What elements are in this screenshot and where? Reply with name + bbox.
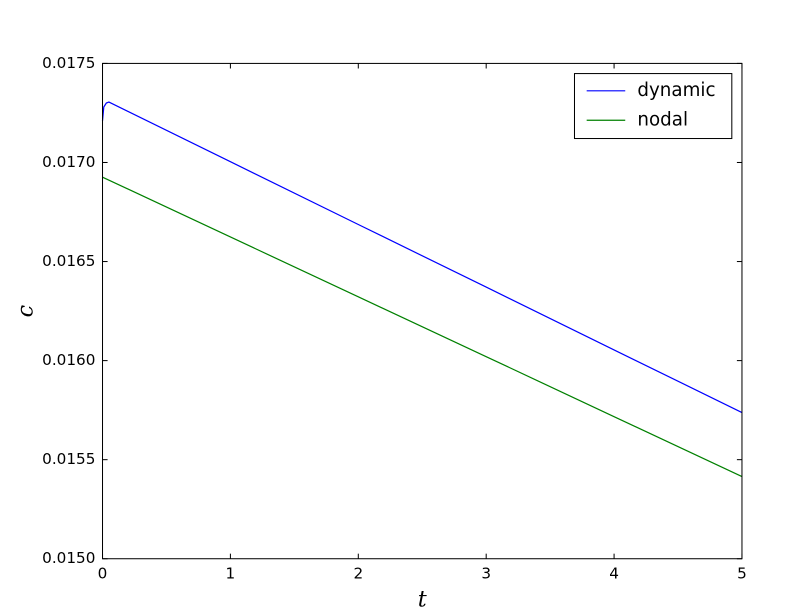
legend-box: [573, 73, 733, 140]
x-tick-label: 0: [98, 564, 108, 582]
y-tick-label: 0.0170: [42, 153, 95, 171]
legend-label: nodal: [637, 109, 688, 130]
x-axis-label: t: [418, 586, 427, 612]
x-tick-label: 4: [609, 564, 619, 582]
y-axis-label: c: [12, 304, 38, 317]
legend-label: dynamic: [637, 80, 715, 101]
x-tick-label: 1: [226, 564, 236, 582]
y-tick-label: 0.0160: [42, 351, 95, 369]
x-tick-label: 2: [353, 564, 363, 582]
y-tick-label: 0.0150: [42, 549, 95, 567]
x-tick-label: 3: [481, 564, 491, 582]
y-tick-label: 0.0155: [42, 450, 95, 468]
x-tick-label: 5: [737, 564, 747, 582]
y-tick-label: 0.0165: [42, 252, 95, 270]
y-tick-label: 0.0175: [42, 54, 95, 72]
plot-frame: [102, 62, 743, 560]
data-line: [102, 176, 743, 478]
data-line: [101, 101, 743, 414]
